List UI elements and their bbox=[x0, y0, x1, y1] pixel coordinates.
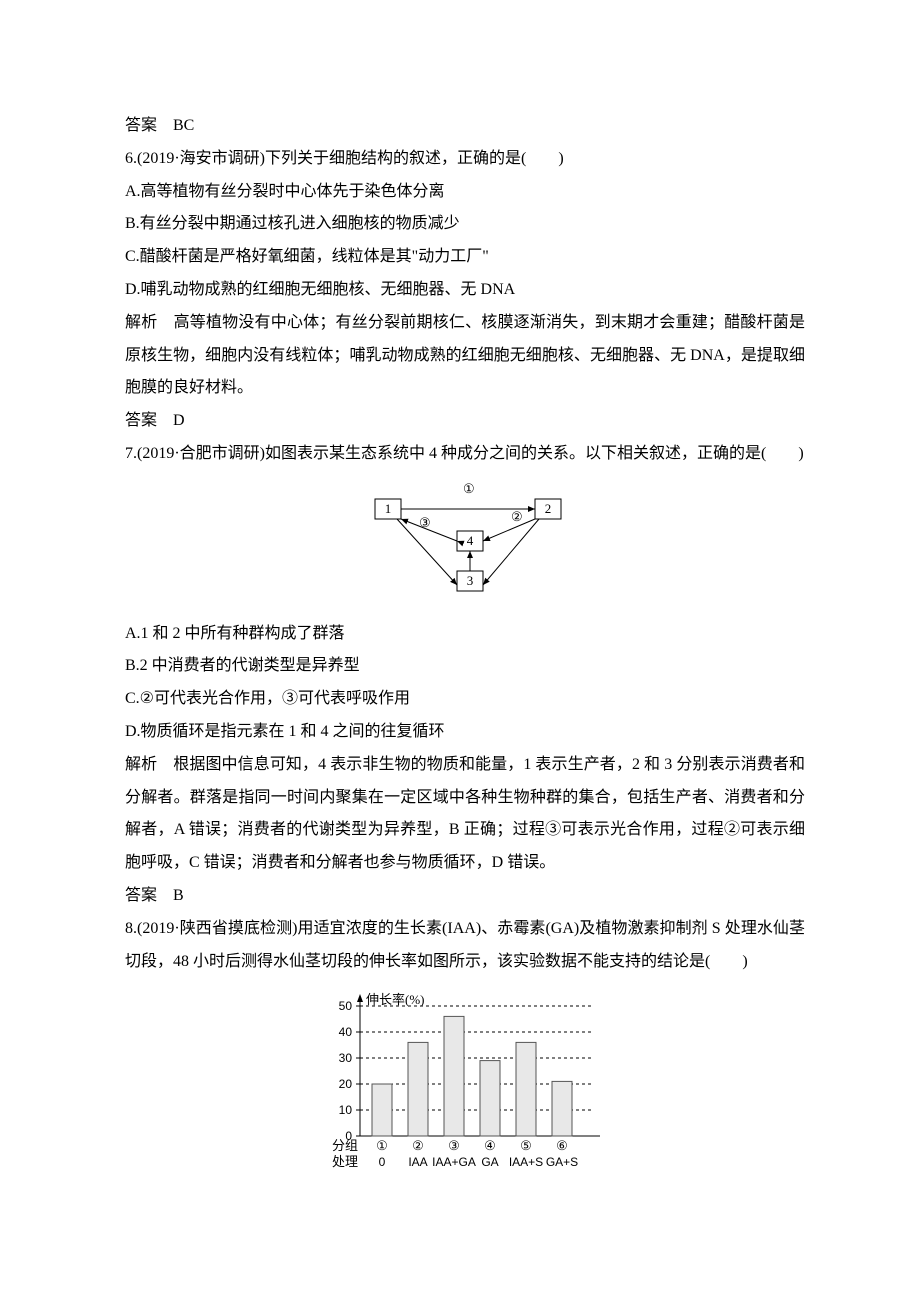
answer-7: 答案 B bbox=[125, 880, 805, 913]
svg-text:分组: 分组 bbox=[332, 1138, 358, 1153]
svg-text:GA: GA bbox=[481, 1155, 498, 1169]
q7-explanation: 解析 根据图中信息可知，4 表示非生物的物质和能量，1 表示生产者，2 和 3 … bbox=[125, 749, 805, 880]
svg-text:50: 50 bbox=[339, 999, 353, 1013]
svg-text:3: 3 bbox=[467, 573, 474, 588]
q7-diagram: 1 2 4 3 ① ② ③ bbox=[125, 479, 805, 612]
svg-text:30: 30 bbox=[339, 1051, 353, 1065]
svg-text:1: 1 bbox=[385, 501, 392, 516]
svg-text:GA+S: GA+S bbox=[546, 1155, 578, 1169]
q6-opt-c: C.醋酸杆菌是严格好氧细菌，线粒体是其"动力工厂" bbox=[125, 241, 805, 274]
answer-6: 答案 D bbox=[125, 405, 805, 438]
q6-opt-d: D.哺乳动物成熟的红细胞无细胞核、无细胞器、无 DNA bbox=[125, 274, 805, 307]
q7-opt-d: D.物质循环是指元素在 1 和 4 之间的往复循环 bbox=[125, 716, 805, 749]
q7-opt-a: A.1 和 2 中所有种群构成了群落 bbox=[125, 618, 805, 651]
svg-text:0: 0 bbox=[379, 1155, 386, 1169]
svg-text:伸长率(%): 伸长率(%) bbox=[366, 992, 425, 1007]
svg-text:20: 20 bbox=[339, 1077, 353, 1091]
q6-opt-b: B.有丝分裂中期通过核孔进入细胞核的物质减少 bbox=[125, 208, 805, 241]
svg-text:40: 40 bbox=[339, 1025, 353, 1039]
svg-text:②: ② bbox=[412, 1138, 424, 1153]
svg-text:①: ① bbox=[376, 1138, 388, 1153]
svg-text:IAA+GA: IAA+GA bbox=[432, 1155, 476, 1169]
svg-text:④: ④ bbox=[484, 1138, 496, 1153]
q6-opt-a: A.高等植物有丝分裂时中心体先于染色体分离 bbox=[125, 176, 805, 209]
q7-opt-b: B.2 中消费者的代谢类型是异养型 bbox=[125, 650, 805, 683]
svg-text:③: ③ bbox=[448, 1138, 460, 1153]
svg-text:⑥: ⑥ bbox=[556, 1138, 568, 1153]
q7-stem: 7.(2019·合肥市调研)如图表示某生态系统中 4 种成分之间的关系。以下相关… bbox=[125, 438, 805, 471]
answer-5: 答案 BC bbox=[125, 110, 805, 143]
q8-chart: 01020304050伸长率(%)①0②IAA③IAA+GA④GA⑤IAA+S⑥… bbox=[125, 986, 805, 1199]
svg-text:②: ② bbox=[511, 509, 523, 524]
svg-text:4: 4 bbox=[467, 533, 474, 548]
svg-text:IAA+S: IAA+S bbox=[509, 1155, 543, 1169]
svg-text:⑤: ⑤ bbox=[520, 1138, 532, 1153]
svg-text:处理: 处理 bbox=[332, 1154, 358, 1169]
svg-text:2: 2 bbox=[545, 501, 552, 516]
q8-stem: 8.(2019·陕西省摸底检测)用适宜浓度的生长素(IAA)、赤霉素(GA)及植… bbox=[125, 913, 805, 979]
svg-text:①: ① bbox=[463, 481, 475, 496]
q6-explanation: 解析 高等植物没有中心体；有丝分裂前期核仁、核膜逐渐消失，到末期才会重建；醋酸杆… bbox=[125, 307, 805, 405]
svg-text:10: 10 bbox=[339, 1103, 353, 1117]
svg-text:IAA: IAA bbox=[408, 1155, 427, 1169]
svg-text:③: ③ bbox=[419, 515, 431, 530]
q6-stem: 6.(2019·海安市调研)下列关于细胞结构的叙述，正确的是( ) bbox=[125, 143, 805, 176]
q7-opt-c: C.②可代表光合作用，③可代表呼吸作用 bbox=[125, 683, 805, 716]
